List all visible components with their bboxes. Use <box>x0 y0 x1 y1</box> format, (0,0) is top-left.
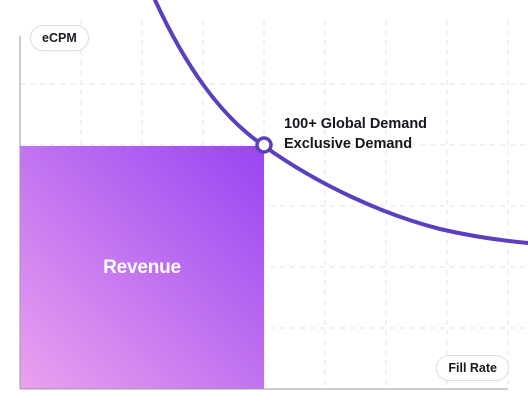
point-annotation: 100+ Global Demand Exclusive Demand <box>284 114 427 154</box>
revenue-label: Revenue <box>103 256 181 278</box>
intersection-point <box>255 136 273 154</box>
y-axis-label: eCPM <box>30 25 89 51</box>
revenue-area <box>20 146 264 389</box>
demand-curve <box>153 0 528 245</box>
annotation-line-exclusive-demand: Exclusive Demand <box>284 136 413 152</box>
annotation-line-global-demand: 100+ Global Demand <box>284 116 428 132</box>
x-axis-label: Fill Rate <box>436 355 509 381</box>
